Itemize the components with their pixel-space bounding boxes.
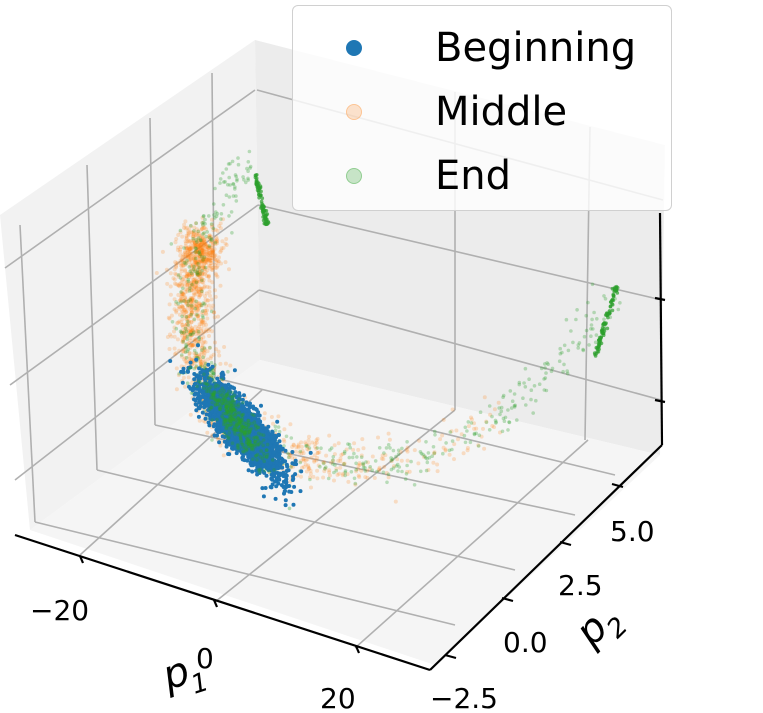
y-axis-label: p 2 — [566, 605, 634, 656]
axis-lines — [14, 212, 666, 672]
legend-item-beginning: Beginning — [293, 18, 671, 78]
x-tick-label: −20 — [30, 594, 89, 627]
x-axis-line — [14, 533, 431, 672]
legend-marker-middle-icon — [346, 104, 362, 120]
legend-label: End — [435, 153, 512, 199]
legend-marker-beginning-icon — [346, 40, 362, 56]
y-tick-label: 2.5 — [558, 569, 603, 602]
x-tick-label: 0 — [196, 642, 214, 675]
y-tick-label: 5.0 — [610, 515, 655, 548]
z-axis-line — [658, 212, 664, 446]
legend: Beginning Middle End — [292, 5, 672, 211]
y-axis-line — [429, 444, 663, 671]
y-tick-label: 0.0 — [503, 626, 548, 659]
x-tick-label: 20 — [320, 682, 356, 713]
legend-label: Beginning — [435, 25, 637, 71]
legend-item-middle: Middle — [293, 82, 671, 142]
legend-label: Middle — [435, 89, 568, 135]
legend-marker-end-icon — [346, 168, 362, 184]
x-tick-labels: −20 0 20 — [30, 594, 356, 713]
legend-item-end: End — [293, 146, 671, 206]
y-tick-label: −2.5 — [430, 682, 498, 713]
scatter-points — [154, 149, 622, 511]
y-tick-labels: −2.5 0.0 2.5 5.0 — [430, 515, 655, 713]
